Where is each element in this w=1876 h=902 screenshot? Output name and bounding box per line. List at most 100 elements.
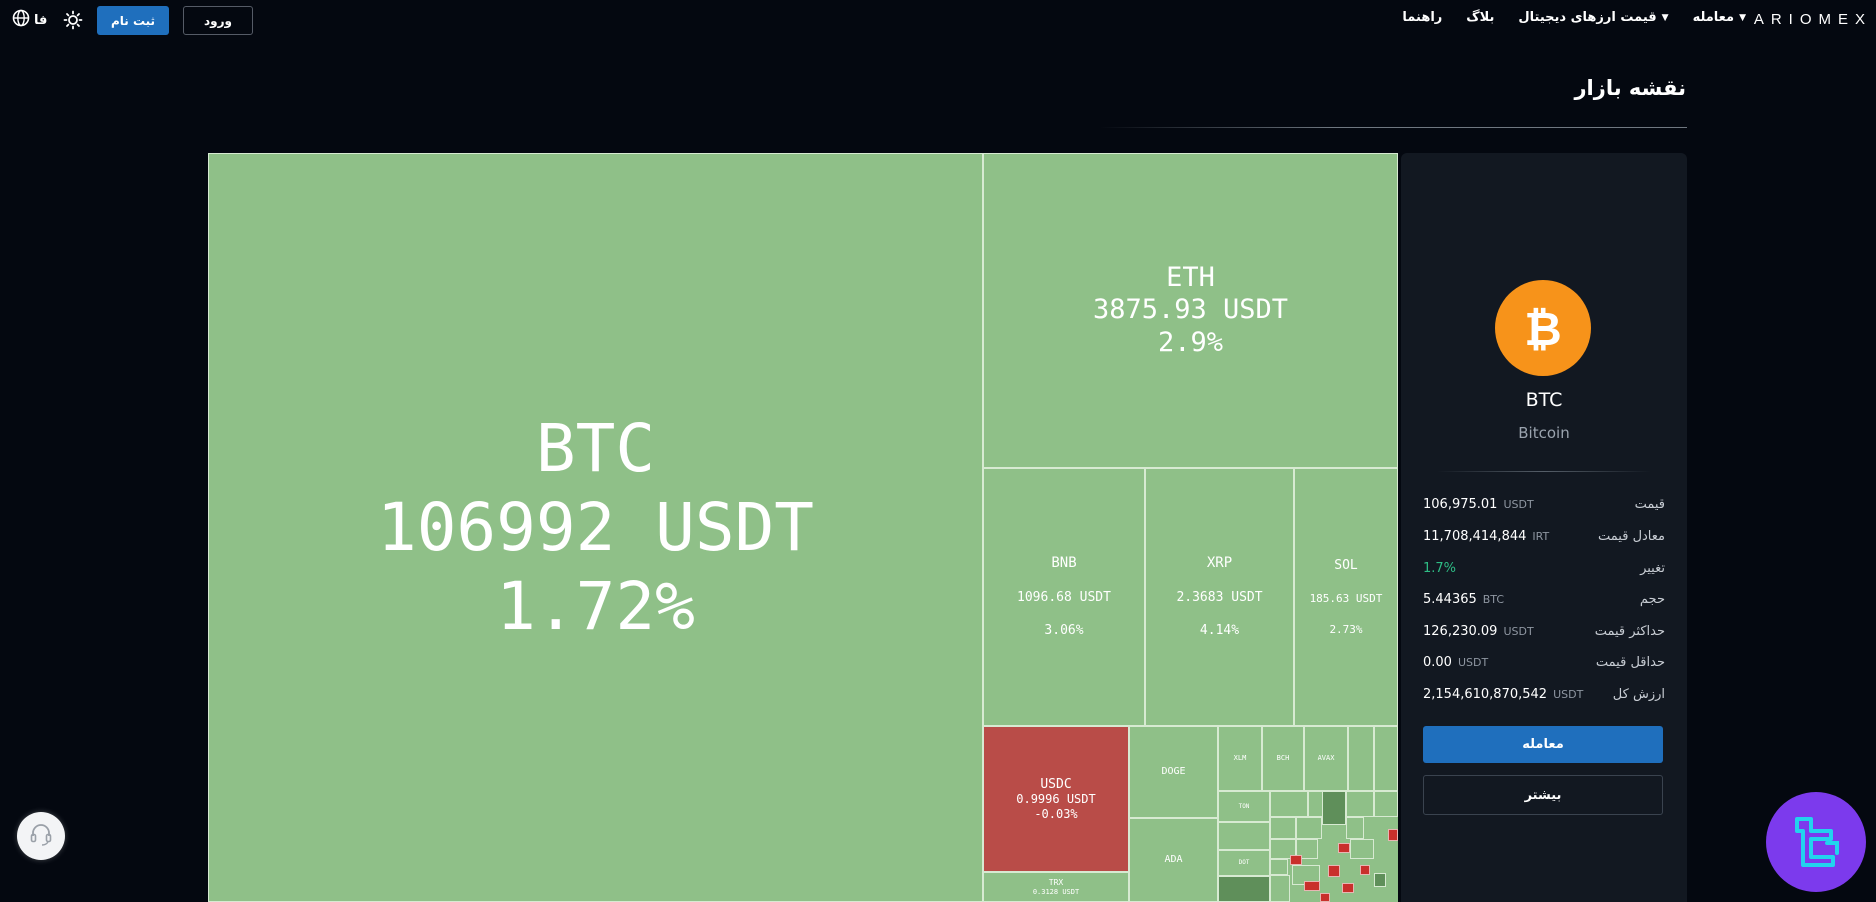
stat-row-change: تغییر 1.7% [1423, 561, 1665, 581]
sun-icon[interactable] [63, 10, 83, 30]
login-button[interactable]: ورود [183, 6, 253, 35]
coin-symbol: BTC [1525, 389, 1563, 411]
treemap-cell[interactable] [1290, 855, 1302, 865]
treemap-cell[interactable] [1270, 817, 1296, 839]
treemap-cell[interactable] [1304, 881, 1320, 891]
cell-change: 3.06% [1044, 623, 1084, 639]
cell-price: 0.3128 USDT [1032, 887, 1080, 896]
coin-name: Bitcoin [1518, 424, 1570, 442]
treemap-cell-btc[interactable]: BTC 106992 USDT 1.72% [208, 153, 983, 902]
treemap-cell[interactable] [1350, 839, 1374, 859]
treemap-cell-trx[interactable]: TRX 0.3128 USDT [983, 872, 1129, 902]
cell-price: 106992 USDT [376, 488, 815, 566]
nav-item-label: بلاگ [1466, 10, 1495, 25]
treemap-cell-xlm[interactable]: XLM [1218, 726, 1262, 791]
cell-change: 1.72% [496, 568, 695, 646]
cell-symbol: SOL [1334, 558, 1358, 574]
stat-number: 126,230.09 [1423, 624, 1498, 639]
globe-icon [12, 9, 30, 31]
treemap-cell[interactable] [1328, 865, 1340, 877]
treemap-cell-bch[interactable]: BCH [1262, 726, 1304, 791]
stat-label: قیمت [1634, 497, 1665, 512]
cell-symbol: DOGE [1161, 766, 1186, 777]
treemap-cell-sol[interactable]: SOL 185.63 USDT 2.73% [1294, 468, 1398, 726]
treemap-cell-xrp[interactable]: XRP 2.3683 USDT 4.14% [1145, 468, 1294, 726]
cell-price: 0.9996 USDT [1016, 792, 1096, 807]
cell-change: -0.03% [1034, 806, 1078, 821]
treemap-cell-doge[interactable]: DOGE [1129, 726, 1218, 818]
stat-number: 1.7% [1423, 561, 1457, 576]
treemap-cell-eth[interactable]: ETH 3875.93 USDT 2.9% [983, 153, 1398, 468]
stat-label: معادل قیمت [1598, 529, 1665, 544]
cell-change: 2.73% [1329, 622, 1363, 636]
treemap-cell[interactable] [1218, 822, 1270, 850]
cell-price: 3875.93 USDT [1092, 294, 1289, 326]
cell-symbol: ADA [1164, 854, 1183, 865]
cell-symbol: BNB [1051, 555, 1077, 571]
stat-label: ارزش کل [1612, 687, 1665, 702]
stat-label: حداکثر قیمت [1594, 624, 1665, 639]
stat-number: 0.00 [1423, 655, 1452, 670]
coin-details-panel: ₿ BTC Bitcoin قیمت 106,975.01 USDT معادل … [1401, 153, 1687, 902]
nav-item-label: راهنما [1402, 10, 1443, 25]
treemap-cell[interactable] [1388, 829, 1398, 841]
ariomex-logo[interactable]: ARIOMEX [1753, 11, 1872, 28]
nav-item-crypto-prices[interactable]: قیمت ارزهای دیجیتال ▼ [1518, 10, 1668, 25]
market-treemap: BTC 106992 USDT 1.72% ETH 3875.93 USDT 2… [208, 153, 1398, 902]
treemap-cell[interactable] [1270, 791, 1308, 817]
cell-price: 2.3683 USDT [1176, 589, 1263, 605]
cell-price: 1096.68 USDT [1017, 589, 1111, 605]
treemap-cell[interactable] [1360, 865, 1370, 875]
nav-item-trade[interactable]: معامله ▼ [1693, 10, 1746, 25]
register-button[interactable]: ثبت نام [97, 6, 169, 35]
chevron-down-icon: ▼ [1661, 12, 1669, 23]
stat-row-market-cap: ارزش کل 2,154,610,870,542 USDT [1423, 687, 1665, 707]
treemap-cell-ton[interactable]: TON [1218, 791, 1270, 822]
top-navbar: ARIOMEX معامله ▼ قیمت ارزهای دیجیتال ▼ ب… [0, 0, 1876, 40]
support-chat-button[interactable] [17, 812, 65, 860]
treemap-cell-ada[interactable]: ADA [1129, 818, 1218, 902]
stat-row-low: حداقل قیمت 0.00 USDT [1423, 655, 1665, 675]
treemap-cell[interactable] [1270, 859, 1288, 875]
treemap-cell[interactable] [1342, 883, 1354, 893]
cell-symbol: XRP [1206, 555, 1233, 571]
stat-row-equivalent: معادل قیمت 11,708,414,844 IRT [1423, 529, 1665, 549]
tradingfinder-logo-icon[interactable] [1766, 792, 1866, 892]
treemap-cell[interactable] [1348, 726, 1374, 791]
nav-item-blog[interactable]: بلاگ [1466, 10, 1494, 25]
cell-symbol: TON [1238, 802, 1250, 810]
treemap-cell[interactable] [1320, 893, 1330, 902]
stat-value: 2,154,610,870,542 USDT [1423, 687, 1583, 702]
treemap-cell-dot[interactable]: DOT [1218, 850, 1270, 876]
treemap-cell[interactable] [1338, 843, 1350, 853]
treemap-cell[interactable] [1218, 876, 1270, 902]
treemap-cell[interactable] [1322, 791, 1346, 825]
page-title: نقشه بازار [1574, 76, 1686, 100]
stat-value: 126,230.09 USDT [1423, 624, 1534, 639]
treemap-cell[interactable] [1374, 791, 1398, 817]
chevron-down-icon: ▼ [1739, 12, 1746, 23]
cell-symbol: XLM [1233, 754, 1247, 763]
treemap-cell-bnb[interactable]: BNB 1096.68 USDT 3.06% [983, 468, 1145, 726]
stat-unit: BTC [1482, 593, 1505, 606]
treemap-cell[interactable] [1374, 873, 1386, 887]
language-switcher[interactable]: فا [12, 9, 47, 31]
trade-button[interactable]: معامله [1423, 726, 1663, 763]
cell-change: 2.9% [1157, 326, 1224, 358]
treemap-cell-avax[interactable]: AVAX [1304, 726, 1348, 791]
stat-label: حجم [1639, 592, 1665, 607]
language-label: فا [34, 12, 48, 28]
nav-item-guide[interactable]: راهنما [1402, 10, 1442, 25]
treemap-cell[interactable] [1296, 817, 1322, 839]
treemap-cell[interactable] [1374, 726, 1398, 791]
cell-symbol: BCH [1276, 754, 1290, 763]
treemap-cell-usdc[interactable]: USDC 0.9996 USDT -0.03% [983, 726, 1129, 872]
cell-change: 4.14% [1199, 623, 1240, 639]
treemap-cell[interactable] [1270, 875, 1290, 902]
treemap-cell[interactable] [1346, 817, 1364, 839]
treemap-cell[interactable] [1346, 791, 1374, 817]
more-button[interactable]: بیشتر [1423, 775, 1663, 815]
treemap-cell[interactable] [1270, 839, 1296, 859]
stat-row-price: قیمت 106,975.01 USDT [1423, 497, 1665, 517]
treemap-cell[interactable] [1296, 839, 1318, 859]
